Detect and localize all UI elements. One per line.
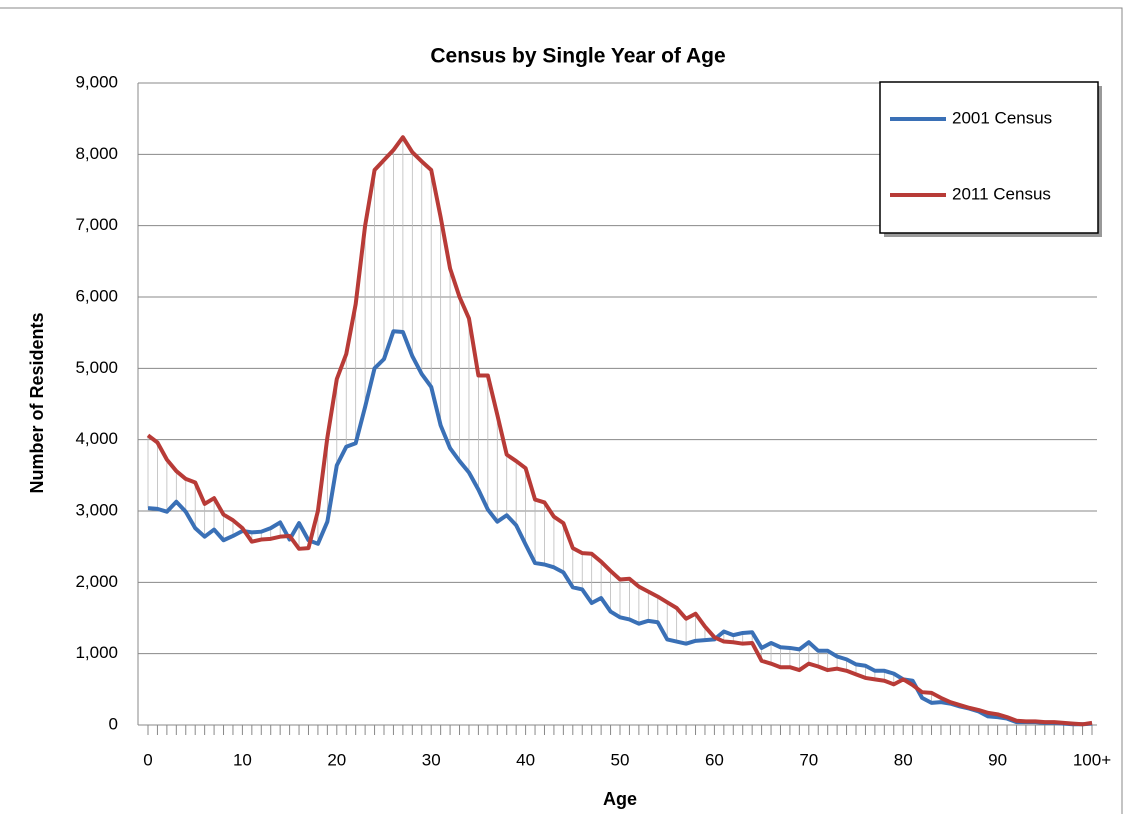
data-line [146, 135, 1093, 727]
x-tick-label: 10 [233, 750, 252, 769]
x-tick-label: 20 [327, 750, 346, 769]
legend-label: 2011 Census [952, 184, 1051, 203]
y-tick-label: 1,000 [75, 643, 118, 662]
x-tick-label: 30 [422, 750, 441, 769]
y-tick-label: 4,000 [75, 429, 118, 448]
x-tick-label: 50 [611, 750, 630, 769]
y-tick-label: 7,000 [75, 215, 118, 234]
y-tick-label: 5,000 [75, 358, 118, 377]
x-tick-label: 80 [894, 750, 913, 769]
x-axis-label: Age [603, 789, 637, 809]
x-tick-label: 100+ [1073, 750, 1111, 769]
x-tick-label: 0 [143, 750, 152, 769]
y-tick-label: 9,000 [75, 72, 118, 91]
x-tick-label: 60 [705, 750, 724, 769]
y-tick-label: 3,000 [75, 500, 118, 519]
x-tick-label: 90 [988, 750, 1007, 769]
data-line [147, 329, 1093, 727]
x-tick-label: 70 [799, 750, 818, 769]
legend [879, 81, 1099, 234]
y-axis-label: Number of Residents [27, 312, 47, 493]
chart-title: Census by Single Year of Age [430, 45, 725, 68]
y-tick-label: 6,000 [75, 286, 118, 305]
legend-label: 2001 Census [952, 108, 1052, 127]
x-tick-label: 40 [516, 750, 535, 769]
y-tick-label: 0 [109, 714, 118, 733]
y-tick-label: 8,000 [75, 144, 118, 163]
y-tick-label: 2,000 [75, 572, 118, 591]
